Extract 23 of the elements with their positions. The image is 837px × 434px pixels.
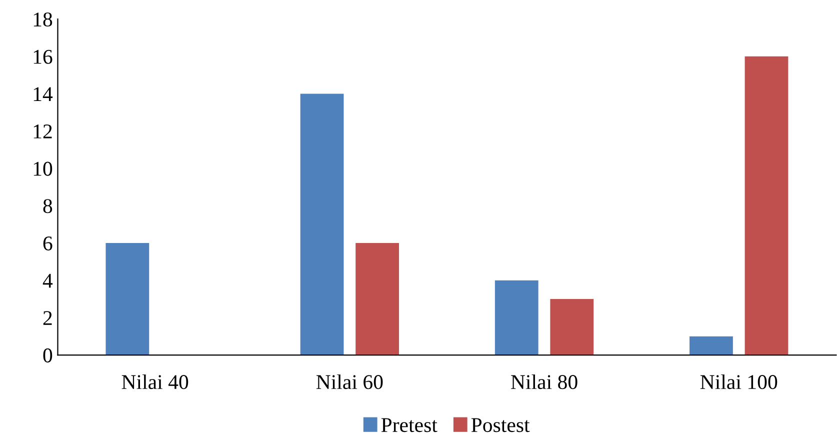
bar (106, 243, 150, 356)
x-tick-label: Nilai 40 (122, 374, 188, 390)
y-tick-label: 16 (34, 50, 52, 64)
y-tick-label: 10 (34, 162, 52, 176)
x-tick-label: Nilai 80 (511, 374, 578, 390)
y-tick-label: 2 (43, 311, 52, 325)
y-tick-label: 4 (42, 274, 53, 288)
bar (690, 336, 733, 356)
bar (550, 299, 594, 356)
bar (356, 243, 399, 356)
y-tick-label: 6 (43, 236, 52, 250)
legend-label: Pretest (381, 418, 438, 432)
x-tick-label: Nilai 100 (700, 374, 778, 390)
bar (744, 56, 788, 356)
y-tick-label: 8 (43, 199, 52, 214)
y-tick-label: 14 (34, 87, 53, 101)
bar (494, 280, 538, 356)
x-tick-label: Nilai 60 (316, 374, 383, 390)
legend-label: Postest (471, 418, 530, 432)
y-tick-label: 18 (34, 12, 52, 27)
y-tick-label: 12 (34, 124, 52, 138)
bar (300, 94, 344, 356)
y-tick-label: 0 (43, 348, 52, 362)
